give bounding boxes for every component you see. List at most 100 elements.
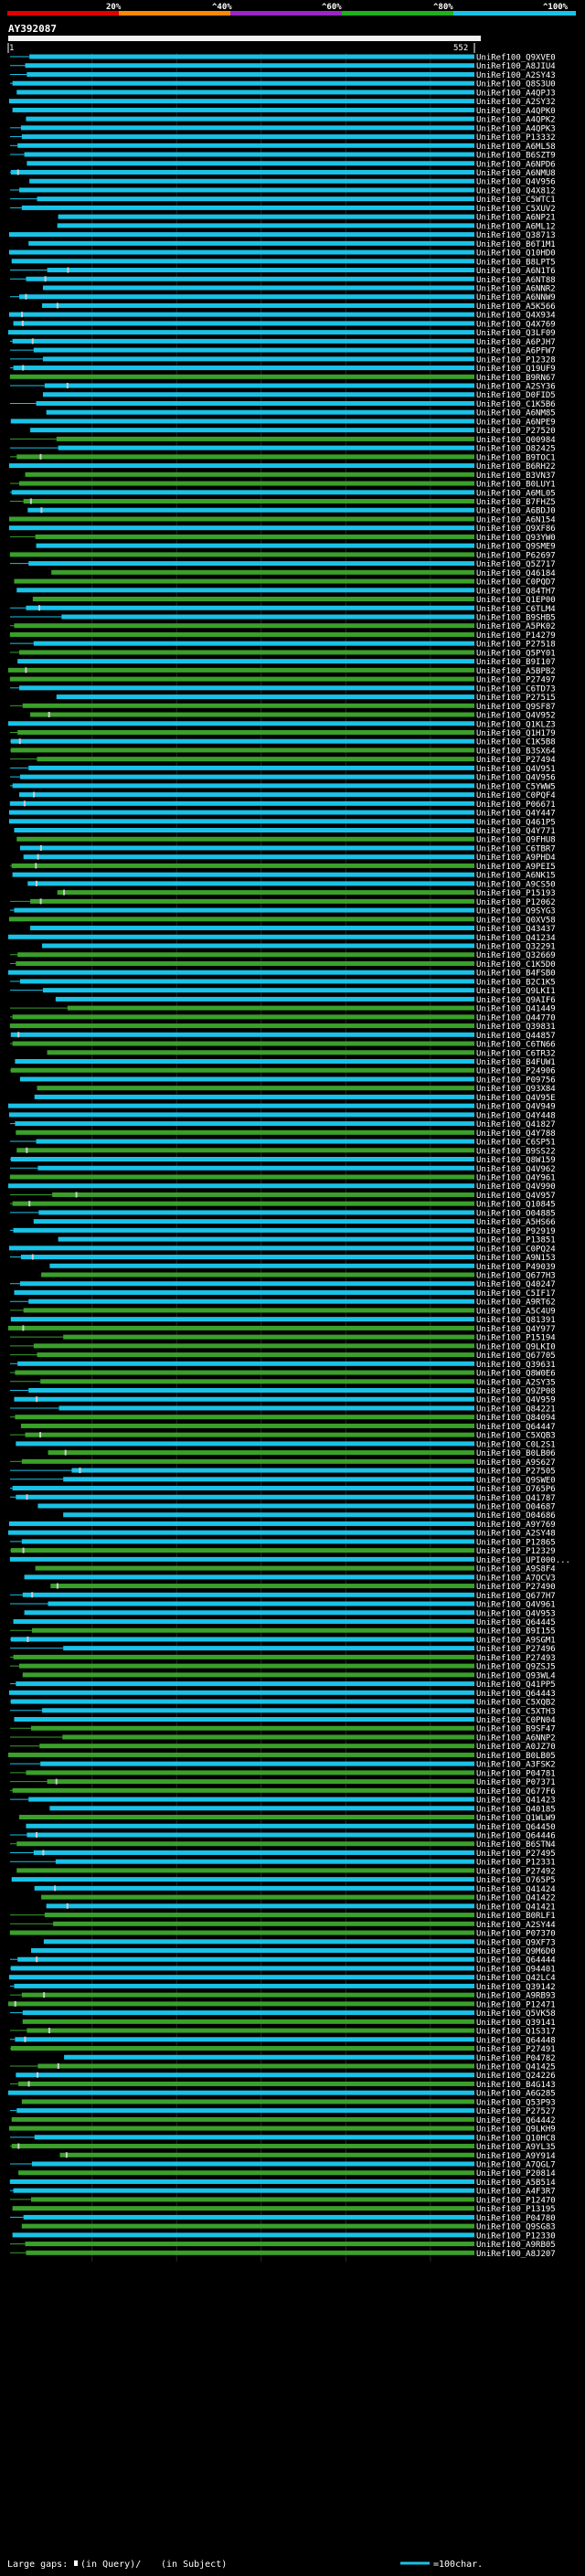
hit-label[interactable]: UniRef100_Q9XVE0 bbox=[476, 54, 556, 63]
hit-label[interactable]: UniRef100_A8J207 bbox=[476, 2250, 556, 2259]
hit-bar[interactable] bbox=[8, 463, 474, 469]
hit-label[interactable]: UniRef100_Q64443 bbox=[476, 1690, 556, 1699]
hit-bar[interactable] bbox=[71, 1468, 474, 1473]
hit-label[interactable]: UniRef100_A9CS50 bbox=[476, 880, 556, 889]
hit-label[interactable]: UniRef100_A0JZ70 bbox=[476, 1743, 556, 1752]
hit-label[interactable]: UniRef100_A6PJH7 bbox=[476, 338, 556, 347]
hit-bar[interactable] bbox=[48, 1450, 475, 1456]
hit-bar[interactable] bbox=[34, 1094, 474, 1099]
hit-bar[interactable] bbox=[8, 99, 474, 104]
hit-bar[interactable] bbox=[51, 569, 475, 575]
hit-label[interactable]: UniRef100_Q4Y977 bbox=[476, 1325, 556, 1334]
hit-label[interactable]: UniRef100_Q42LC4 bbox=[476, 1974, 556, 1983]
hit-bar[interactable] bbox=[33, 641, 474, 646]
hit-bar[interactable] bbox=[57, 890, 475, 896]
hit-bar[interactable] bbox=[21, 2223, 474, 2229]
hit-label[interactable]: UniRef100_A9N153 bbox=[476, 1254, 556, 1263]
hit-bar[interactable] bbox=[9, 2178, 475, 2184]
hit-label[interactable]: UniRef100_C6TR32 bbox=[476, 1049, 556, 1058]
hit-label[interactable]: UniRef100_B0LB06 bbox=[476, 1449, 556, 1458]
hit-label[interactable]: UniRef100_B3SX64 bbox=[476, 747, 556, 756]
hit-bar[interactable] bbox=[10, 2046, 475, 2051]
hit-bar[interactable] bbox=[41, 1272, 475, 1277]
hit-label[interactable]: UniRef100_A6PFW7 bbox=[476, 347, 556, 356]
hit-bar[interactable] bbox=[33, 1219, 474, 1224]
hit-bar[interactable] bbox=[10, 1317, 475, 1322]
hit-bar[interactable] bbox=[16, 960, 474, 966]
hit-label[interactable]: UniRef100_Q5Z717 bbox=[476, 560, 556, 569]
hit-label[interactable]: UniRef100_A2SY32 bbox=[476, 98, 556, 107]
hit-bar[interactable] bbox=[26, 116, 475, 122]
hit-bar[interactable] bbox=[64, 2054, 474, 2060]
hit-bar[interactable] bbox=[19, 685, 475, 691]
hit-label[interactable]: UniRef100_B7FHZ5 bbox=[476, 498, 556, 507]
hit-label[interactable]: UniRef100_P04780 bbox=[476, 2214, 556, 2223]
hit-bar[interactable] bbox=[16, 1441, 474, 1447]
hit-bar[interactable] bbox=[47, 1779, 474, 1785]
hit-bar[interactable] bbox=[16, 2072, 474, 2078]
hit-label[interactable]: UniRef100_Q41425 bbox=[476, 2062, 556, 2072]
hit-label[interactable]: UniRef100_C0L2S1 bbox=[476, 1440, 556, 1449]
hit-bar[interactable] bbox=[12, 107, 474, 112]
hit-label[interactable]: UniRef100_C5IF17 bbox=[476, 1289, 556, 1299]
hit-bar[interactable] bbox=[55, 1859, 474, 1864]
hit-label[interactable]: UniRef100_B8LPT5 bbox=[476, 258, 556, 267]
hit-label[interactable]: UniRef100_Q4V952 bbox=[476, 712, 556, 721]
hit-bar[interactable] bbox=[11, 490, 474, 495]
hit-label[interactable]: UniRef100_Q9LKH9 bbox=[476, 2125, 556, 2135]
hit-label[interactable]: UniRef100_C1K5B8 bbox=[476, 738, 556, 747]
hit-bar[interactable] bbox=[8, 1530, 474, 1535]
hit-label[interactable]: UniRef100_O765P6 bbox=[476, 1485, 556, 1494]
hit-label[interactable]: UniRef100_P27515 bbox=[476, 694, 556, 703]
hit-label[interactable]: UniRef100_Q67705 bbox=[476, 1352, 556, 1361]
hit-label[interactable]: UniRef100_P12329 bbox=[476, 1547, 556, 1556]
hit-label[interactable]: UniRef100_B0LUY1 bbox=[476, 481, 556, 490]
hit-bar[interactable] bbox=[30, 1947, 474, 1953]
hit-bar[interactable] bbox=[46, 1903, 474, 1909]
hit-bar[interactable] bbox=[8, 1183, 474, 1189]
hit-bar[interactable] bbox=[8, 1112, 474, 1118]
hit-bar[interactable] bbox=[42, 356, 474, 362]
hit-bar[interactable] bbox=[58, 1405, 474, 1411]
hit-label[interactable]: UniRef100_P13332 bbox=[476, 133, 556, 143]
hit-bar[interactable] bbox=[26, 605, 475, 610]
hit-label[interactable]: UniRef100_Q5VK58 bbox=[476, 2009, 556, 2019]
hit-bar[interactable] bbox=[26, 1823, 475, 1829]
hit-bar[interactable] bbox=[42, 285, 474, 291]
hit-label[interactable]: UniRef100_Q64448 bbox=[476, 2036, 556, 2045]
hit-bar[interactable] bbox=[34, 1885, 474, 1891]
hit-bar[interactable] bbox=[8, 1103, 474, 1108]
hit-label[interactable]: UniRef100_Q1KLZ3 bbox=[476, 720, 556, 729]
hit-bar[interactable] bbox=[42, 392, 474, 398]
hit-bar[interactable] bbox=[8, 2125, 474, 2131]
hit-bar[interactable] bbox=[31, 1627, 475, 1633]
hit-label[interactable]: UniRef100_P04781 bbox=[476, 1769, 556, 1778]
hit-label[interactable]: UniRef100_Q4V961 bbox=[476, 1601, 556, 1610]
hit-label[interactable]: UniRef100_P27496 bbox=[476, 1645, 556, 1654]
hit-label[interactable]: UniRef100_Q19UF9 bbox=[476, 365, 556, 374]
hit-bar[interactable] bbox=[9, 1556, 475, 1562]
hit-label[interactable]: UniRef100_Q64442 bbox=[476, 2116, 556, 2125]
hit-label[interactable]: UniRef100_Q4V953 bbox=[476, 1609, 556, 1618]
hit-bar[interactable] bbox=[13, 1654, 475, 1659]
hit-bar[interactable] bbox=[23, 499, 475, 504]
hit-label[interactable]: UniRef100_A4QPJ3 bbox=[476, 89, 556, 98]
hit-label[interactable]: UniRef100_A4F3R7 bbox=[476, 2188, 556, 2197]
hit-label[interactable]: UniRef100_Q43437 bbox=[476, 925, 556, 934]
hit-bar[interactable] bbox=[37, 2063, 475, 2069]
hit-label[interactable]: UniRef100_Q9SG83 bbox=[476, 2223, 556, 2232]
hit-label[interactable]: UniRef100_Q10845 bbox=[476, 1201, 556, 1210]
hit-label[interactable]: UniRef100_Q9FHU8 bbox=[476, 836, 556, 845]
hit-label[interactable]: UniRef100_Q41423 bbox=[476, 1797, 556, 1806]
hit-bar[interactable] bbox=[8, 721, 474, 726]
hit-label[interactable]: UniRef100_P27497 bbox=[476, 676, 556, 685]
hit-bar[interactable] bbox=[22, 1592, 475, 1597]
hit-bar[interactable] bbox=[29, 178, 475, 184]
hit-label[interactable]: UniRef100_A9SGM1 bbox=[476, 1636, 556, 1645]
hit-bar[interactable] bbox=[57, 223, 475, 228]
hit-label[interactable]: UniRef100_P27492 bbox=[476, 1867, 556, 1876]
hit-bar[interactable] bbox=[8, 312, 474, 317]
hit-bar[interactable] bbox=[21, 1539, 474, 1544]
hit-bar[interactable] bbox=[8, 917, 474, 922]
hit-label[interactable]: UniRef100_P12328 bbox=[476, 355, 556, 365]
